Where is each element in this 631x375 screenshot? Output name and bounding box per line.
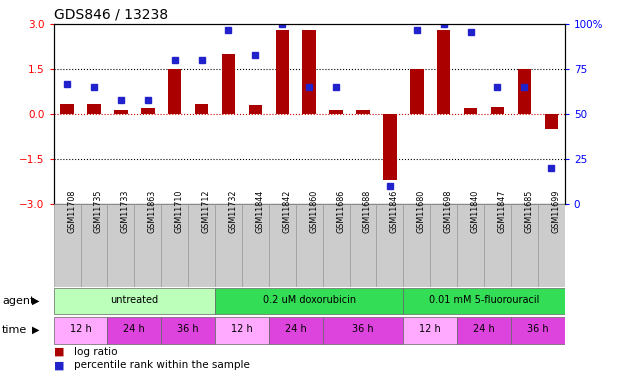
Bar xyxy=(296,204,322,287)
Text: GSM11680: GSM11680 xyxy=(417,189,426,232)
Bar xyxy=(195,104,208,114)
Text: GSM11732: GSM11732 xyxy=(228,189,237,233)
Text: GSM11686: GSM11686 xyxy=(336,189,345,232)
Bar xyxy=(81,204,107,287)
Bar xyxy=(511,204,538,287)
Bar xyxy=(215,204,242,287)
Bar xyxy=(269,316,322,344)
Text: ■: ■ xyxy=(54,347,64,357)
Bar xyxy=(350,204,377,287)
Bar xyxy=(249,105,262,114)
Text: GSM11860: GSM11860 xyxy=(309,189,318,232)
Bar xyxy=(54,316,107,344)
Bar xyxy=(437,30,451,114)
Text: GSM11733: GSM11733 xyxy=(121,189,130,232)
Bar xyxy=(383,114,397,180)
Bar xyxy=(87,104,101,114)
Text: 24 h: 24 h xyxy=(124,324,145,334)
Text: 12 h: 12 h xyxy=(231,324,253,334)
Bar xyxy=(215,288,403,314)
Text: agent: agent xyxy=(2,296,34,306)
Text: 0.2 uM doxorubicin: 0.2 uM doxorubicin xyxy=(262,296,356,305)
Text: ■: ■ xyxy=(54,360,64,370)
Text: GSM11708: GSM11708 xyxy=(67,189,76,232)
Text: GSM11685: GSM11685 xyxy=(524,189,533,232)
Text: time: time xyxy=(2,325,27,335)
Bar xyxy=(329,110,343,114)
Bar xyxy=(162,204,188,287)
Bar xyxy=(377,204,403,287)
Text: GSM11846: GSM11846 xyxy=(390,189,399,232)
Text: GSM11842: GSM11842 xyxy=(282,189,292,232)
Bar xyxy=(403,316,457,344)
Bar xyxy=(403,288,565,314)
Text: 24 h: 24 h xyxy=(473,324,495,334)
Text: GSM11863: GSM11863 xyxy=(148,189,156,232)
Text: untreated: untreated xyxy=(110,296,158,305)
Bar xyxy=(430,204,457,287)
Bar xyxy=(221,54,235,114)
Bar xyxy=(511,316,565,344)
Bar xyxy=(188,204,215,287)
Bar xyxy=(54,204,81,287)
Bar xyxy=(269,204,296,287)
Text: GSM11688: GSM11688 xyxy=(363,189,372,232)
Text: 24 h: 24 h xyxy=(285,324,307,334)
Text: GSM11699: GSM11699 xyxy=(551,189,560,233)
Bar xyxy=(357,110,370,114)
Bar xyxy=(107,204,134,287)
Text: GSM11847: GSM11847 xyxy=(497,189,507,232)
Bar xyxy=(276,30,289,114)
Bar xyxy=(242,204,269,287)
Text: GSM11735: GSM11735 xyxy=(94,189,103,233)
Bar xyxy=(517,69,531,114)
Text: log ratio: log ratio xyxy=(74,347,117,357)
Text: 12 h: 12 h xyxy=(69,324,91,334)
Bar xyxy=(134,204,162,287)
Text: ▶: ▶ xyxy=(32,296,40,306)
Text: 12 h: 12 h xyxy=(420,324,441,334)
Text: 36 h: 36 h xyxy=(177,324,199,334)
Bar xyxy=(114,110,127,114)
Bar xyxy=(457,204,484,287)
Text: GDS846 / 13238: GDS846 / 13238 xyxy=(54,8,168,21)
Bar xyxy=(61,104,74,114)
Text: GSM11712: GSM11712 xyxy=(201,189,211,233)
Bar xyxy=(215,316,269,344)
Bar xyxy=(538,204,565,287)
Bar xyxy=(410,69,423,114)
Bar xyxy=(403,204,430,287)
Bar xyxy=(484,204,511,287)
Bar xyxy=(322,316,403,344)
Bar xyxy=(54,288,215,314)
Text: 36 h: 36 h xyxy=(352,324,374,334)
Text: percentile rank within the sample: percentile rank within the sample xyxy=(74,360,250,370)
Bar xyxy=(464,108,477,114)
Bar xyxy=(107,316,162,344)
Bar xyxy=(162,316,215,344)
Text: ▶: ▶ xyxy=(32,325,40,335)
Text: 0.01 mM 5-fluorouracil: 0.01 mM 5-fluorouracil xyxy=(429,296,540,305)
Bar xyxy=(141,108,155,114)
Bar xyxy=(491,107,504,114)
Text: 36 h: 36 h xyxy=(527,324,549,334)
Bar xyxy=(168,69,182,114)
Text: GSM11844: GSM11844 xyxy=(256,189,264,232)
Bar xyxy=(457,316,511,344)
Text: GSM11840: GSM11840 xyxy=(471,189,480,232)
Bar xyxy=(322,204,350,287)
Bar xyxy=(302,30,316,114)
Text: GSM11698: GSM11698 xyxy=(444,189,452,232)
Text: GSM11710: GSM11710 xyxy=(175,189,184,232)
Bar xyxy=(545,114,558,129)
